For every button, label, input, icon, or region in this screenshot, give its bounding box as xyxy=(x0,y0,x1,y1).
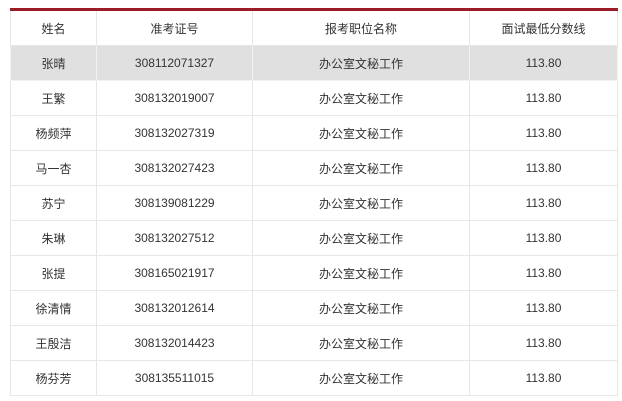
cell-ticket: 308132019007 xyxy=(96,80,253,116)
cell-position: 办公室文秘工作 xyxy=(252,290,470,326)
cell-position: 办公室文秘工作 xyxy=(252,255,470,291)
column-header-score: 面试最低分数线 xyxy=(469,9,618,46)
exam-results-table: 姓名 准考证号 报考职位名称 面试最低分数线 张晴 308112071327 办公室文秘工… xyxy=(10,8,618,396)
table-row: 杨芬芳 308135511015 办公室文秘工作 113.80 xyxy=(10,360,618,396)
cell-ticket: 308139081229 xyxy=(96,185,253,221)
cell-name: 张晴 xyxy=(10,45,97,81)
table-row: 朱琳 308132027512 办公室文秘工作 113.80 xyxy=(10,220,618,256)
cell-ticket: 308165021917 xyxy=(96,255,253,291)
cell-name: 王殷洁 xyxy=(10,325,97,361)
cell-name: 王繁 xyxy=(10,80,97,116)
cell-ticket: 308135511015 xyxy=(96,360,253,396)
table-row: 张提 308165021917 办公室文秘工作 113.80 xyxy=(10,255,618,291)
cell-position: 办公室文秘工作 xyxy=(252,80,470,116)
cell-ticket: 308132012614 xyxy=(96,290,253,326)
table-row: 徐清情 308132012614 办公室文秘工作 113.80 xyxy=(10,290,618,326)
cell-score: 113.80 xyxy=(469,80,618,116)
cell-position: 办公室文秘工作 xyxy=(252,115,470,151)
cell-ticket: 308132027319 xyxy=(96,115,253,151)
cell-name: 苏宁 xyxy=(10,185,97,221)
cell-score: 113.80 xyxy=(469,220,618,256)
cell-score: 113.80 xyxy=(469,290,618,326)
cell-ticket: 308132014423 xyxy=(96,325,253,361)
cell-position: 办公室文秘工作 xyxy=(252,360,470,396)
cell-position: 办公室文秘工作 xyxy=(252,220,470,256)
header-row: 姓名 准考证号 报考职位名称 面试最低分数线 xyxy=(10,9,618,46)
cell-position: 办公室文秘工作 xyxy=(252,150,470,186)
table-header: 姓名 准考证号 报考职位名称 面试最低分数线 xyxy=(10,9,618,46)
column-header-name: 姓名 xyxy=(10,9,97,46)
table-row: 张晴 308112071327 办公室文秘工作 113.80 xyxy=(10,45,618,81)
column-header-position: 报考职位名称 xyxy=(252,9,470,46)
table-row: 苏宁 308139081229 办公室文秘工作 113.80 xyxy=(10,185,618,221)
cell-ticket: 308112071327 xyxy=(96,45,253,81)
cell-name: 徐清情 xyxy=(10,290,97,326)
cell-score: 113.80 xyxy=(469,45,618,81)
cell-name: 杨芬芳 xyxy=(10,360,97,396)
cell-position: 办公室文秘工作 xyxy=(252,185,470,221)
table-row: 王殷洁 308132014423 办公室文秘工作 113.80 xyxy=(10,325,618,361)
cell-ticket: 308132027512 xyxy=(96,220,253,256)
table-row: 杨频萍 308132027319 办公室文秘工作 113.80 xyxy=(10,115,618,151)
cell-name: 马一杏 xyxy=(10,150,97,186)
cell-score: 113.80 xyxy=(469,150,618,186)
cell-score: 113.80 xyxy=(469,255,618,291)
results-table-container: 姓名 准考证号 报考职位名称 面试最低分数线 张晴 308112071327 办公室文秘工… xyxy=(10,8,618,396)
cell-score: 113.80 xyxy=(469,185,618,221)
cell-name: 张提 xyxy=(10,255,97,291)
cell-name: 朱琳 xyxy=(10,220,97,256)
cell-position: 办公室文秘工作 xyxy=(252,325,470,361)
cell-score: 113.80 xyxy=(469,360,618,396)
cell-score: 113.80 xyxy=(469,325,618,361)
column-header-ticket: 准考证号 xyxy=(96,9,253,46)
table-body: 张晴 308112071327 办公室文秘工作 113.80 王繁 30813201900… xyxy=(10,45,618,396)
table-row: 马一杏 308132027423 办公室文秘工作 113.80 xyxy=(10,150,618,186)
cell-name: 杨频萍 xyxy=(10,115,97,151)
cell-score: 113.80 xyxy=(469,115,618,151)
cell-position: 办公室文秘工作 xyxy=(252,45,470,81)
table-row: 王繁 308132019007 办公室文秘工作 113.80 xyxy=(10,80,618,116)
cell-ticket: 308132027423 xyxy=(96,150,253,186)
